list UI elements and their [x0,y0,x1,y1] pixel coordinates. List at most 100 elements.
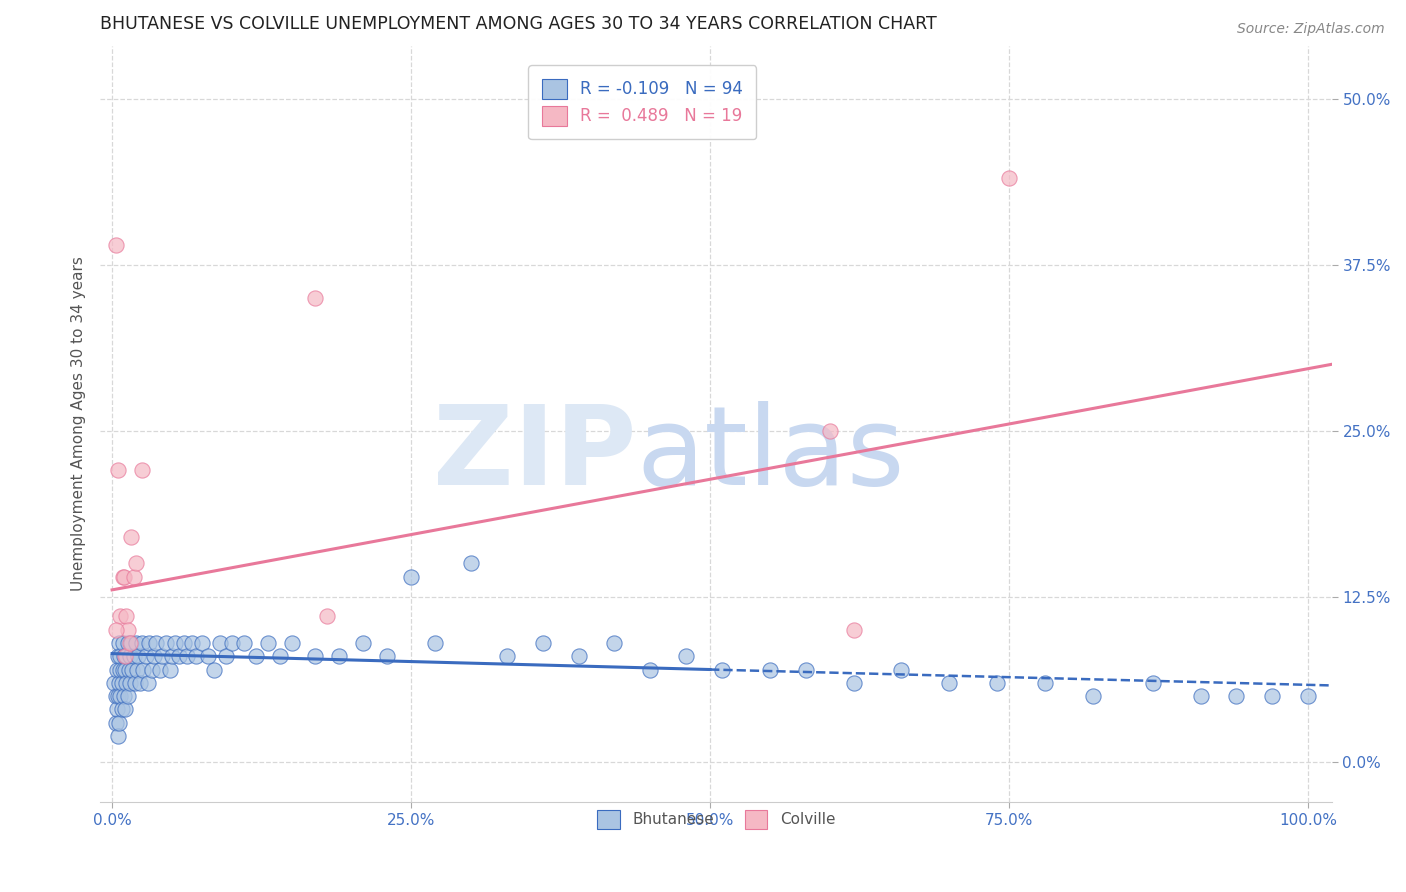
Point [1033,675,1056,690]
Point [108,715,131,730]
Point [567,649,589,664]
Point [640,663,662,677]
Point [117,623,139,637]
Point [423,636,446,650]
Point [108,636,131,650]
Point [103,675,125,690]
Point [176,649,198,664]
Point [110,689,132,703]
Point [107,729,129,743]
Point [167,649,190,664]
Point [111,569,134,583]
Point [215,649,238,664]
Point [304,649,326,664]
Point [117,636,139,650]
Point [842,623,865,637]
Point [181,636,204,650]
Text: Source: ZipAtlas.com: Source: ZipAtlas.com [1237,22,1385,37]
Point [114,663,136,677]
Point [675,649,697,664]
Point [118,636,141,650]
Point [173,636,195,650]
Point [122,569,145,583]
Point [818,424,841,438]
Point [110,663,132,677]
Point [531,636,554,650]
Point [107,463,129,477]
Point [114,649,136,664]
Point [890,663,912,677]
Point [104,623,127,637]
Point [115,675,138,690]
Point [131,636,153,650]
Point [304,291,326,305]
Point [141,663,163,677]
Point [1261,689,1284,703]
Point [986,675,1008,690]
Point [1225,689,1247,703]
Point [118,675,141,690]
Point [269,649,291,664]
Text: ZIP: ZIP [433,401,636,508]
Point [280,636,302,650]
Point [256,636,278,650]
Point [138,636,160,650]
Point [150,649,173,664]
Point [115,609,138,624]
Point [938,675,960,690]
Point [191,636,214,650]
Point [104,689,127,703]
Point [112,569,135,583]
Point [111,675,134,690]
Point [794,663,817,677]
Point [155,636,177,650]
Point [118,663,141,677]
Point [107,689,129,703]
Point [711,663,734,677]
Point [105,702,128,716]
Point [145,636,167,650]
Point [121,663,143,677]
Point [104,237,127,252]
Point [117,689,139,703]
Point [160,649,183,664]
Point [221,636,243,650]
Point [232,636,254,650]
Point [202,663,225,677]
Point [107,649,129,664]
Point [328,649,350,664]
Point [111,636,134,650]
Point [108,675,131,690]
Point [316,609,339,624]
Point [136,675,159,690]
Point [122,649,145,664]
Point [128,675,150,690]
Point [115,649,138,664]
Point [842,675,865,690]
Point [112,649,135,664]
Point [104,715,127,730]
Text: atlas: atlas [636,401,904,508]
Point [460,557,482,571]
Point [125,636,148,650]
Point [375,649,398,664]
Point [125,557,148,571]
Point [127,649,149,664]
Point [142,649,165,664]
Point [149,663,172,677]
Point [124,675,146,690]
Point [1296,689,1319,703]
Point [127,663,149,677]
Point [112,689,135,703]
Y-axis label: Unemployment Among Ages 30 to 34 years: Unemployment Among Ages 30 to 34 years [72,257,86,591]
Point [114,702,136,716]
Point [759,663,782,677]
Point [1189,689,1212,703]
Point [1142,675,1164,690]
Point [105,663,128,677]
Point [110,649,132,664]
Point [132,663,155,677]
Point [184,649,207,664]
Point [120,636,142,650]
Point [495,649,517,664]
